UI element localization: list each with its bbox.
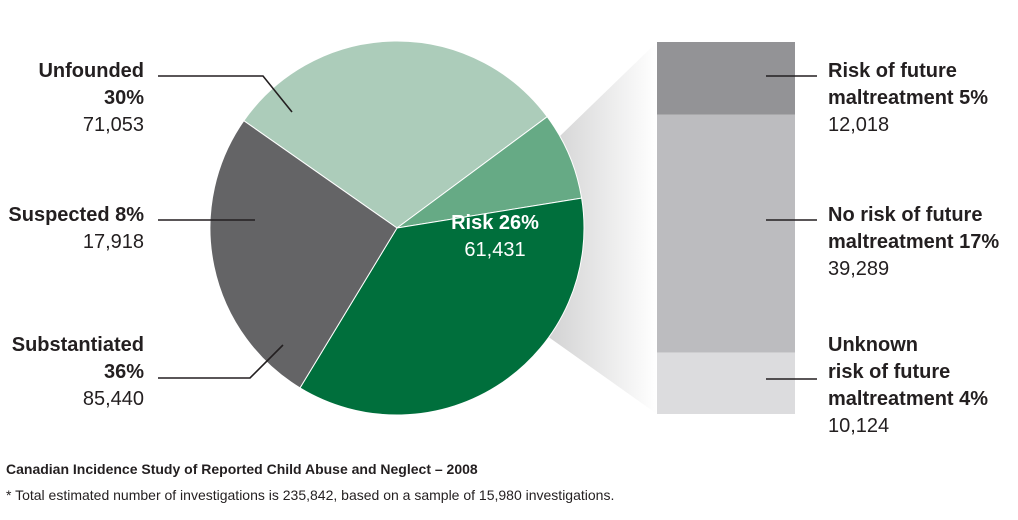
footer-title: Canadian Incidence Study of Reported Chi… xyxy=(6,461,478,477)
label-risk-future: Risk of future maltreatment 5% 12,018 xyxy=(828,58,988,139)
label-unknown-line1: Unknown xyxy=(828,334,918,356)
label-unknown-line3: maltreatment 4% xyxy=(828,388,989,410)
label-risk-value: 61,431 xyxy=(464,239,526,261)
footer-note: * Total estimated number of investigatio… xyxy=(6,487,615,503)
leader-substantiated xyxy=(158,344,284,379)
label-substantiated: Substantiated 36% 85,440 xyxy=(12,332,144,413)
label-risk-future-line2: maltreatment 5% xyxy=(828,87,989,109)
label-unknown-line2: risk of future xyxy=(828,361,951,383)
label-suspected: Suspected 8% 17,918 xyxy=(8,202,144,256)
label-no-risk-line2: maltreatment 17% xyxy=(828,231,1000,253)
breakdown-segment-3 xyxy=(657,352,795,414)
label-suspected-name: Suspected 8% xyxy=(8,204,144,226)
label-risk-future-value: 12,018 xyxy=(828,114,890,136)
label-suspected-value: 17,918 xyxy=(82,231,144,253)
label-no-risk-value: 39,289 xyxy=(828,258,890,280)
label-unfounded-value: 71,053 xyxy=(82,114,144,136)
breakdown-segment-1 xyxy=(657,42,795,115)
label-unfounded-percent: 30% xyxy=(103,87,144,109)
label-unknown-risk: Unknown risk of future maltreatment 4% 1… xyxy=(828,332,988,440)
label-risk-name: Risk 26% xyxy=(451,212,539,234)
label-risk: Risk 26% 61,431 xyxy=(440,210,550,264)
label-unfounded-name: Unfounded xyxy=(38,60,144,82)
leader-unfounded xyxy=(158,75,293,113)
label-substantiated-value: 85,440 xyxy=(82,388,144,410)
pie-slice-risk xyxy=(209,120,398,389)
label-no-risk-line1: No risk of future xyxy=(828,204,983,226)
label-unfounded: Unfounded 30% 71,053 xyxy=(38,58,144,139)
label-unknown-value: 10,124 xyxy=(828,415,890,437)
pie-slice-substantiated xyxy=(299,197,585,416)
label-risk-future-line1: Risk of future xyxy=(828,60,957,82)
label-substantiated-name: Substantiated xyxy=(11,334,144,356)
breakdown-segment-2 xyxy=(657,114,795,353)
label-no-risk: No risk of future maltreatment 17% 39,28… xyxy=(828,202,999,283)
label-substantiated-percent: 36% xyxy=(103,361,144,383)
